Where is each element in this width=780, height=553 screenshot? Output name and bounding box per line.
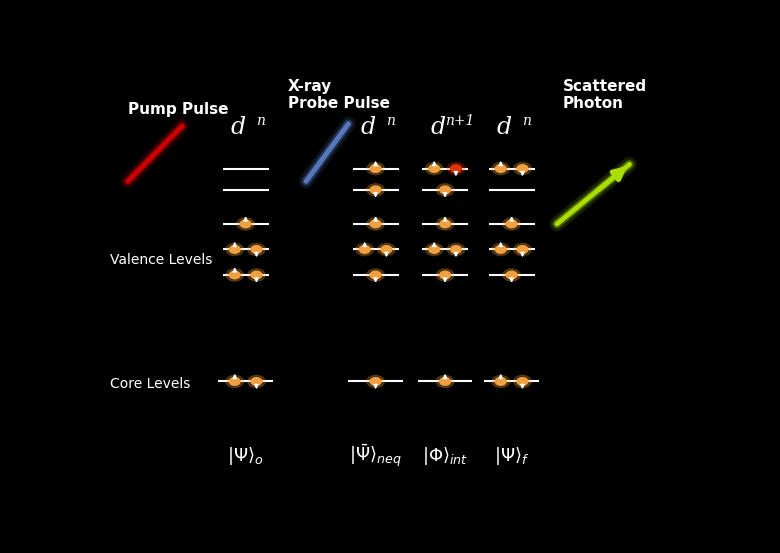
Circle shape bbox=[248, 375, 265, 388]
Circle shape bbox=[451, 165, 462, 173]
Circle shape bbox=[436, 269, 454, 281]
Circle shape bbox=[367, 375, 385, 388]
Circle shape bbox=[495, 246, 506, 253]
Circle shape bbox=[356, 243, 374, 255]
Circle shape bbox=[429, 246, 440, 253]
Circle shape bbox=[229, 271, 240, 279]
Circle shape bbox=[503, 269, 520, 281]
Circle shape bbox=[360, 246, 370, 253]
Circle shape bbox=[251, 378, 262, 385]
Circle shape bbox=[251, 246, 262, 253]
Text: $|\Psi\rangle_o$: $|\Psi\rangle_o$ bbox=[227, 445, 264, 467]
Circle shape bbox=[492, 163, 509, 175]
Circle shape bbox=[251, 271, 262, 279]
Circle shape bbox=[426, 243, 443, 255]
Circle shape bbox=[506, 271, 517, 279]
Circle shape bbox=[226, 243, 243, 255]
Circle shape bbox=[440, 186, 451, 194]
Circle shape bbox=[503, 218, 520, 230]
Circle shape bbox=[367, 184, 385, 196]
Circle shape bbox=[370, 378, 381, 385]
Text: Core Levels: Core Levels bbox=[109, 377, 190, 390]
Circle shape bbox=[367, 218, 385, 230]
Circle shape bbox=[451, 246, 462, 253]
Circle shape bbox=[517, 246, 528, 253]
Circle shape bbox=[495, 378, 506, 385]
Circle shape bbox=[237, 218, 254, 230]
Circle shape bbox=[492, 243, 509, 255]
Circle shape bbox=[517, 378, 528, 385]
Circle shape bbox=[229, 246, 240, 253]
Text: Valence Levels: Valence Levels bbox=[109, 253, 212, 267]
Text: d: d bbox=[361, 116, 376, 139]
Circle shape bbox=[370, 165, 381, 173]
Circle shape bbox=[378, 243, 395, 255]
Circle shape bbox=[440, 378, 451, 385]
Circle shape bbox=[429, 165, 440, 173]
Text: n: n bbox=[385, 114, 395, 128]
Text: Scattered
Photon: Scattered Photon bbox=[563, 79, 647, 111]
Circle shape bbox=[514, 163, 531, 175]
Text: n: n bbox=[256, 114, 264, 128]
Text: n+1: n+1 bbox=[445, 114, 474, 128]
Text: X-ray
Probe Pulse: X-ray Probe Pulse bbox=[288, 79, 390, 111]
Circle shape bbox=[492, 375, 509, 388]
Circle shape bbox=[240, 220, 251, 228]
Circle shape bbox=[436, 184, 454, 196]
Circle shape bbox=[248, 243, 265, 255]
Circle shape bbox=[367, 163, 385, 175]
Circle shape bbox=[447, 243, 465, 255]
Circle shape bbox=[436, 375, 454, 388]
Circle shape bbox=[514, 375, 531, 388]
Circle shape bbox=[436, 218, 454, 230]
Text: d: d bbox=[431, 116, 445, 139]
Circle shape bbox=[495, 165, 506, 173]
Text: d: d bbox=[497, 116, 512, 139]
Text: $|\bar{\Psi}\rangle_{neq}$: $|\bar{\Psi}\rangle_{neq}$ bbox=[349, 442, 402, 469]
Circle shape bbox=[514, 243, 531, 255]
Circle shape bbox=[440, 271, 451, 279]
Text: $|\Psi\rangle_f$: $|\Psi\rangle_f$ bbox=[494, 445, 530, 467]
Circle shape bbox=[381, 246, 392, 253]
Text: $|\Phi\rangle_{int}$: $|\Phi\rangle_{int}$ bbox=[422, 445, 468, 467]
Text: d: d bbox=[231, 116, 246, 139]
Circle shape bbox=[229, 378, 240, 385]
Circle shape bbox=[226, 375, 243, 388]
Circle shape bbox=[517, 165, 528, 173]
Circle shape bbox=[367, 269, 385, 281]
Text: Pump Pulse: Pump Pulse bbox=[128, 102, 229, 117]
Circle shape bbox=[426, 163, 443, 175]
Circle shape bbox=[370, 220, 381, 228]
Circle shape bbox=[370, 271, 381, 279]
Circle shape bbox=[506, 220, 517, 228]
Circle shape bbox=[447, 163, 465, 175]
Circle shape bbox=[440, 220, 451, 228]
Circle shape bbox=[248, 269, 265, 281]
Text: n: n bbox=[522, 114, 530, 128]
Circle shape bbox=[370, 186, 381, 194]
Circle shape bbox=[226, 269, 243, 281]
